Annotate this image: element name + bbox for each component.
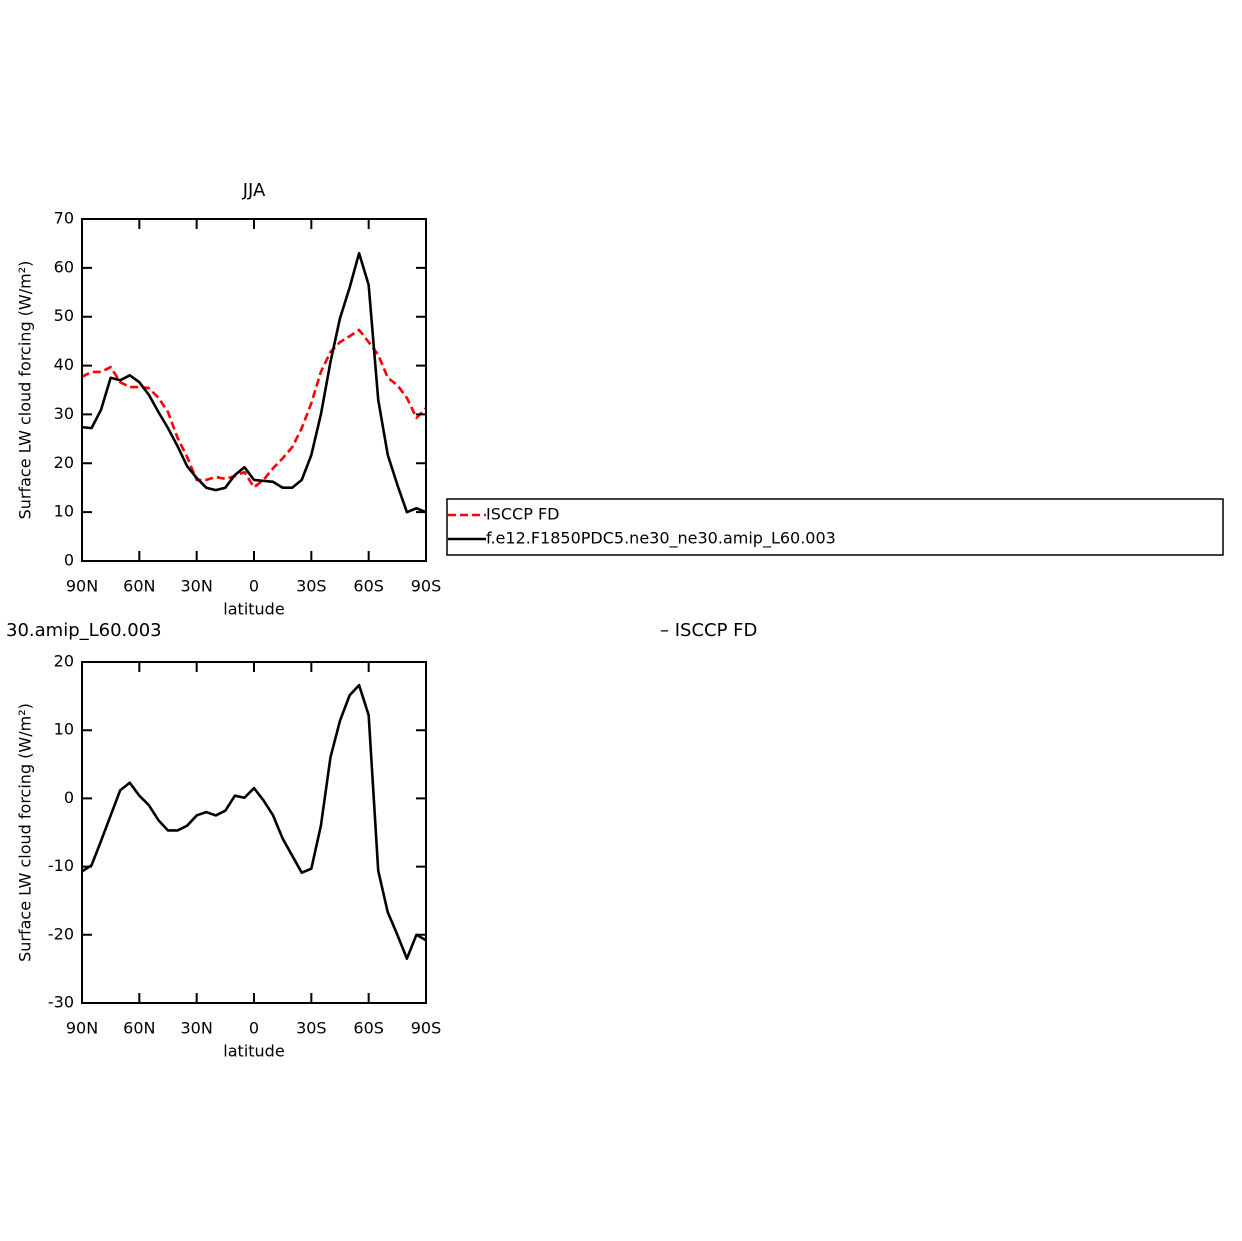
y-tick-label: 60 xyxy=(54,257,74,276)
chart-title: JJA xyxy=(242,180,266,201)
x-tick-label: 90S xyxy=(411,577,442,596)
legend-label: f.e12.F1850PDC5.ne30_ne30.amip_L60.003 xyxy=(486,529,836,549)
data-line xyxy=(81,328,427,489)
chart-title-right: – ISCCP FD xyxy=(660,620,757,641)
x-tick-label: 60S xyxy=(353,577,384,596)
y-tick-label: 10 xyxy=(54,502,74,521)
y-tick-label: 0 xyxy=(64,551,74,570)
x-tick-label: 30N xyxy=(181,577,213,596)
x-axis-label: latitude xyxy=(223,600,284,619)
plot-frame xyxy=(81,218,427,562)
x-tick-label: 30N xyxy=(181,1019,213,1038)
x-tick-label: 90N xyxy=(66,577,98,596)
x-tick-label: 90N xyxy=(66,1019,98,1038)
y-tick-label: 70 xyxy=(54,209,74,228)
y-tick-label: 20 xyxy=(54,453,74,472)
y-axis-label: Surface LW cloud forcing (W/m²) xyxy=(16,261,35,520)
y-axis-label: Surface LW cloud forcing (W/m²) xyxy=(16,703,35,962)
y-tick-label: 40 xyxy=(54,355,74,374)
y-tick-label: 10 xyxy=(54,720,74,739)
chart-title-left: 30.amip_L60.003 xyxy=(6,620,162,641)
x-tick-label: 90S xyxy=(411,1019,442,1038)
x-axis-label: latitude xyxy=(223,1042,284,1061)
legend: ISCCP FD f.e12.F1850PDC5.ne30_ne30.amip_L… xyxy=(446,498,1224,556)
x-tick-label: 0 xyxy=(249,1019,259,1038)
x-tick-label: 0 xyxy=(249,577,259,596)
y-tick-label: -30 xyxy=(48,993,74,1012)
x-tick-label: 60S xyxy=(353,1019,384,1038)
y-tick-label: -20 xyxy=(48,924,74,943)
y-tick-label: -10 xyxy=(48,856,74,875)
y-tick-label: 0 xyxy=(64,788,74,807)
legend-label: ISCCP FD xyxy=(486,505,559,524)
data-line xyxy=(81,683,427,960)
legend-box xyxy=(446,498,1224,556)
plot-frame xyxy=(81,661,427,1004)
x-tick-label: 60N xyxy=(123,577,155,596)
x-tick-label: 30S xyxy=(296,1019,327,1038)
x-tick-label: 60N xyxy=(123,1019,155,1038)
data-line xyxy=(81,251,427,514)
x-tick-label: 30S xyxy=(296,577,327,596)
y-tick-label: 30 xyxy=(54,404,74,423)
y-tick-label: 20 xyxy=(54,652,74,671)
y-tick-label: 50 xyxy=(54,306,74,325)
